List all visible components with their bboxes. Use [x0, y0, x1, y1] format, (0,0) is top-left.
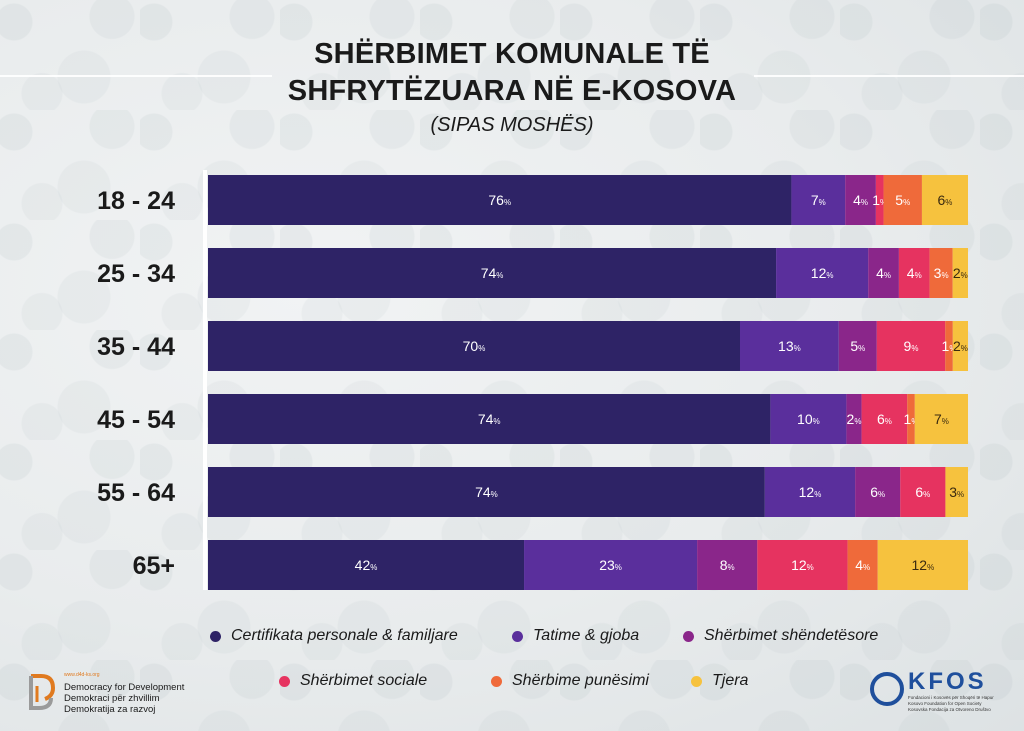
bar-segment [929, 248, 953, 298]
d4d-line: Demokratija za razvoj [64, 704, 156, 715]
bar-segment [877, 540, 968, 590]
d4d-line: Demokraci për zhvillim [64, 693, 160, 704]
title-rule-left [0, 75, 272, 77]
bar-segment [875, 175, 884, 225]
legend-item: Tjera [691, 672, 748, 690]
legend-label: Shërbimet shëndetësore [704, 627, 879, 644]
legend-label: Tjera [712, 672, 749, 689]
bar-segment [952, 321, 968, 371]
bar-segment [846, 394, 862, 444]
bar-segment [208, 467, 765, 517]
bar-segment [208, 321, 740, 371]
bar-segment [945, 321, 953, 371]
bar-segment [952, 248, 968, 298]
kfos-subtext: Fondacioni i Kosovës për Shoqëri të Hapu… [908, 695, 994, 713]
legend-swatch [683, 630, 694, 642]
chart-subtitle: (SIPAS MOSHËS) [430, 114, 594, 136]
bar-segment [914, 394, 968, 444]
bar-segment [921, 175, 968, 225]
category-label: 25 - 34 [97, 260, 175, 288]
bar-segment [876, 321, 946, 371]
bar-segment [838, 321, 877, 371]
legend-label: Tatime & gjoba [533, 627, 640, 644]
bar-segment [770, 394, 847, 444]
legend-label: Shërbimet sociale [300, 672, 428, 689]
legend-item: Shërbimet shëndetësore [683, 627, 878, 645]
bar-segment [861, 394, 908, 444]
category-label: 35 - 44 [97, 333, 175, 361]
bar-segment [855, 467, 901, 517]
legend-swatch [691, 675, 702, 687]
bar-segment [847, 540, 878, 590]
legend-swatch [279, 675, 290, 687]
legend-swatch [512, 630, 523, 642]
legend-swatch [210, 630, 221, 642]
category-label: 65+ [133, 552, 175, 580]
bar-segment [898, 248, 930, 298]
bar-segment [776, 248, 869, 298]
title-line-2: SHFRYTËZUARA NË E-KOSOVA [287, 75, 737, 107]
bar-segment [900, 467, 946, 517]
bar-segment [740, 321, 839, 371]
legend-swatch [491, 675, 502, 687]
bar-segment [757, 540, 848, 590]
kfos-line: Fondacioni i Kosovës për Shoqëri të Hapu… [908, 695, 994, 700]
category-label: 18 - 24 [97, 187, 175, 215]
legend-item: Shërbime punësimi [491, 672, 649, 690]
legend-label: Certifikata personale & familjare [231, 627, 458, 644]
category-label: 45 - 54 [97, 406, 175, 434]
bar-segment [791, 175, 846, 225]
d4d-line: Democracy for Development [64, 682, 185, 693]
kfos-name: KFOS [908, 668, 987, 695]
d4d-url: www.d4d-ks.org [64, 672, 100, 678]
bar-segment [868, 248, 899, 298]
d4d-text: Democracy for Development Demokraci për … [64, 682, 184, 715]
bar-segment [883, 175, 922, 225]
title-line-1: SHËRBIMET KOMUNALE TË [314, 38, 710, 70]
bar-segment [907, 394, 915, 444]
legend-item: Tatime & gjoba [512, 627, 639, 645]
bar-segment [764, 467, 856, 517]
bar-segment [945, 467, 968, 517]
bar-segment [845, 175, 876, 225]
category-label: 55 - 64 [97, 479, 175, 507]
bar-segment [524, 540, 698, 590]
kfos-line: Kosovo Foundation for Open Society [908, 701, 982, 706]
kfos-line: Kosovska Fondacija za Otvoreno Društvo [908, 707, 991, 712]
chart-title: SHËRBIMET KOMUNALE TË SHFRYTËZUARA NË E-… [262, 36, 762, 110]
legend-item: Certifikata personale & familjare [210, 627, 458, 645]
kfos-logo-icon [870, 672, 904, 706]
bar-segment [697, 540, 758, 590]
bar-segment [208, 248, 777, 298]
legend-item: Shërbimet sociale [279, 672, 427, 690]
bar-segment [208, 540, 525, 590]
d4d-logo-icon [29, 674, 56, 710]
title-rule-right [754, 75, 1024, 77]
bar-segment [208, 394, 771, 444]
bar-segment [208, 175, 792, 225]
legend-label: Shërbime punësimi [512, 672, 649, 689]
